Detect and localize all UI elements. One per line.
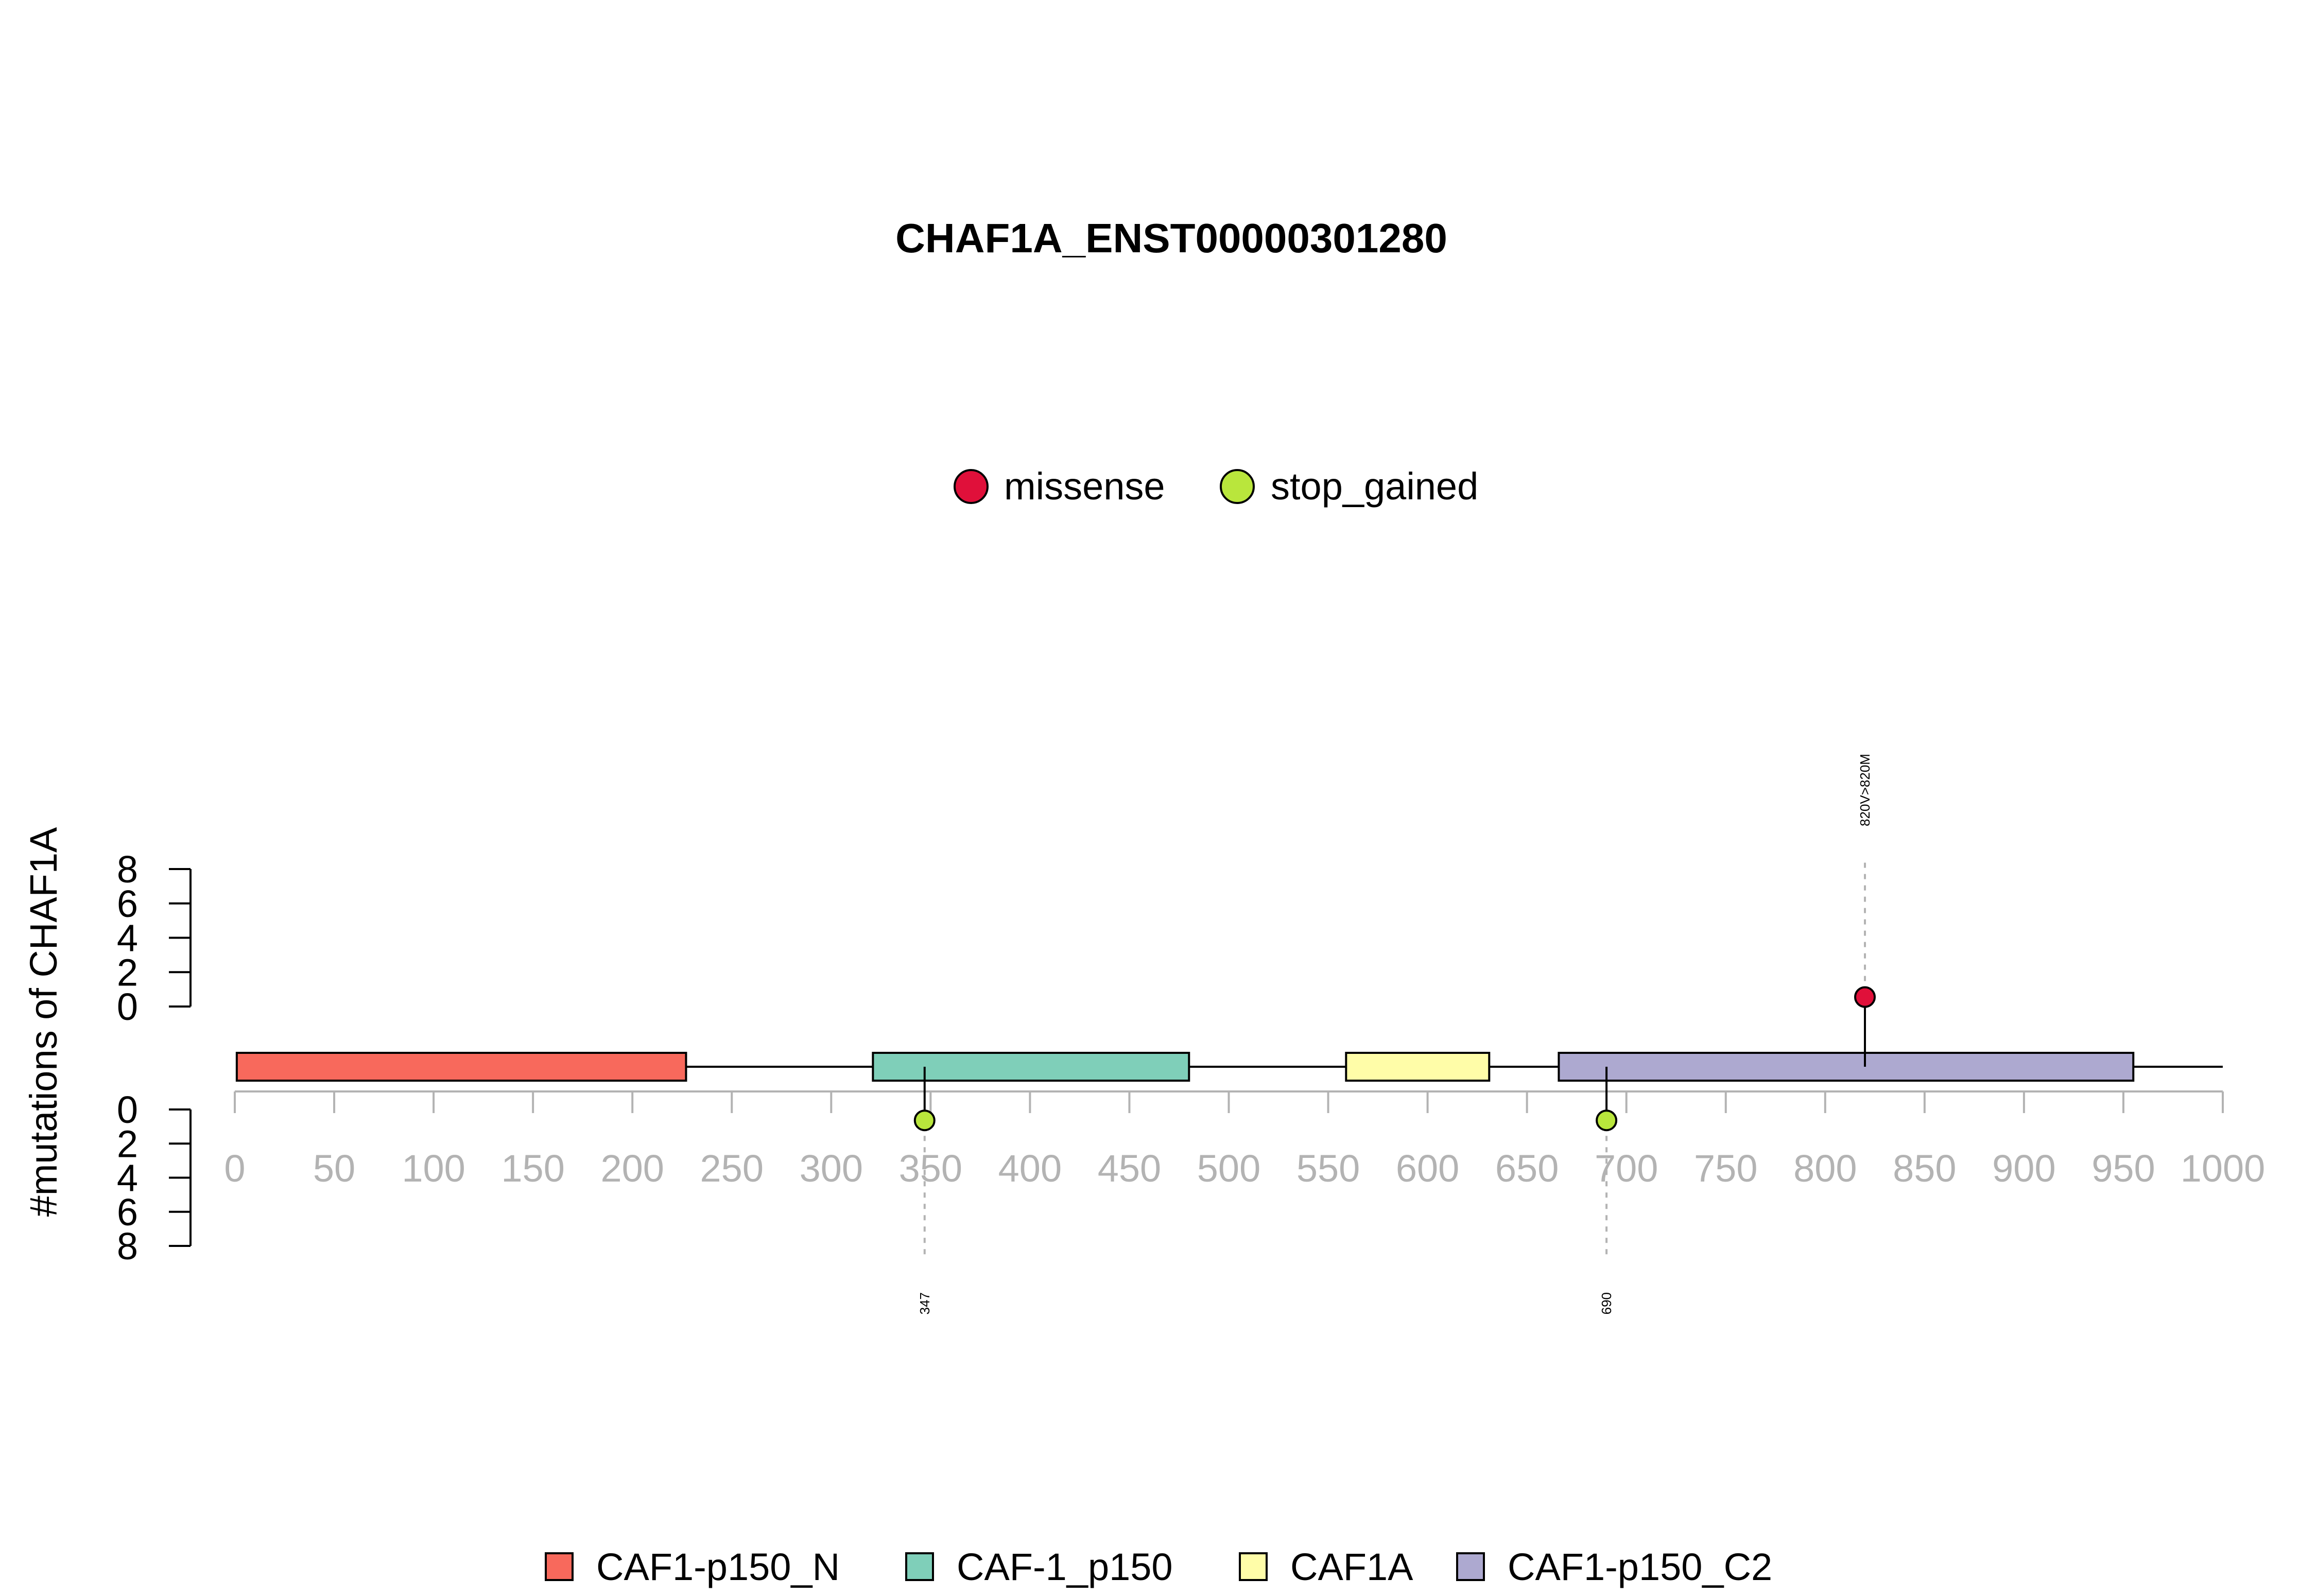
mutation-label: 690 bbox=[1599, 1292, 1614, 1314]
x-tick-label: 850 bbox=[1893, 1147, 1956, 1190]
x-tick-label: 800 bbox=[1793, 1147, 1857, 1190]
mutation-dot-stop_gained bbox=[1596, 1109, 1618, 1132]
mutation-dot-stop_gained bbox=[913, 1109, 936, 1132]
domain-CAF1-p150_N bbox=[235, 1052, 687, 1082]
x-tick-label: 1000 bbox=[2181, 1147, 2266, 1190]
x-tick-label: 200 bbox=[600, 1147, 664, 1190]
legend-label-missense: missense bbox=[1004, 465, 1165, 508]
y-tick-label-bottom: 8 bbox=[117, 1225, 138, 1268]
legend-dot-stop_gained bbox=[1220, 469, 1255, 504]
x-tick-label: 350 bbox=[899, 1147, 962, 1190]
mutation-label: 820V>820M bbox=[1857, 754, 1873, 826]
x-tick-label: 600 bbox=[1396, 1147, 1459, 1190]
mutation-dot-missense bbox=[1854, 986, 1876, 1008]
x-tick-label: 450 bbox=[1098, 1147, 1161, 1190]
x-tick-label: 100 bbox=[402, 1147, 465, 1190]
y-tick-label-bottom: 4 bbox=[117, 1157, 138, 1200]
x-tick-label: 50 bbox=[313, 1147, 355, 1190]
y-tick-label-top: 4 bbox=[117, 917, 138, 960]
y-tick-label-top: 6 bbox=[117, 882, 138, 925]
mutations: 820V>820M 347 690 bbox=[913, 754, 1876, 1314]
y-tick-label-bottom: 6 bbox=[117, 1191, 138, 1234]
y-tick-label-top: 0 bbox=[117, 985, 138, 1028]
domain-legend-label-CAF1-p150_N: CAF1-p150_N bbox=[596, 1546, 840, 1588]
x-tick-label: 300 bbox=[800, 1147, 863, 1190]
legend-label-stop_gained: stop_gained bbox=[1271, 465, 1478, 508]
x-tick-label: 500 bbox=[1197, 1147, 1260, 1190]
domain-CAF1-p150_C2 bbox=[1558, 1052, 2135, 1082]
x-tick-label: 950 bbox=[2091, 1147, 2155, 1190]
x-axis: 0 50 100 150 200 250 300 350 400 450 500 550 600 650 7… bbox=[224, 1090, 2266, 1190]
x-tick-label: 0 bbox=[224, 1147, 245, 1190]
domain-CAF1A bbox=[1345, 1052, 1491, 1082]
x-tick-label: 900 bbox=[1992, 1147, 2055, 1190]
y-tick-label-bottom: 0 bbox=[117, 1088, 138, 1131]
domain-CAF-1_p150 bbox=[872, 1052, 1190, 1082]
mutation-legend: missense stop_gained bbox=[954, 465, 1478, 508]
x-tick-label: 700 bbox=[1595, 1147, 1658, 1190]
x-tick-label: 550 bbox=[1296, 1147, 1360, 1190]
y-tick-label-bottom: 2 bbox=[117, 1122, 138, 1165]
domain-legend-label-CAF1-p150_C2: CAF1-p150_C2 bbox=[1508, 1546, 1772, 1588]
y-tick-label-top: 2 bbox=[117, 951, 138, 994]
legend-dot-missense bbox=[954, 469, 989, 504]
domain-legend-swatch-CAF1-p150_N bbox=[545, 1552, 574, 1581]
mutation-label: 347 bbox=[917, 1292, 932, 1314]
domain-legend-swatch-CAF1-p150_C2 bbox=[1456, 1552, 1485, 1581]
chart-title: CHAF1A_ENST00000301280 bbox=[895, 215, 1447, 261]
domains bbox=[235, 1052, 2135, 1082]
y-axis-label: #mutations of CHAF1A bbox=[22, 827, 65, 1217]
x-tick-label: 150 bbox=[501, 1147, 564, 1190]
domain-legend-label-CAF-1_p150: CAF-1_p150 bbox=[957, 1546, 1173, 1588]
x-tick-label: 750 bbox=[1694, 1147, 1757, 1190]
domain-legend-label-CAF1A: CAF1A bbox=[1290, 1546, 1413, 1588]
domain-legend-swatch-CAF-1_p150 bbox=[905, 1552, 934, 1581]
x-tick-label: 250 bbox=[700, 1147, 764, 1190]
domain-legend: CAF1-p150_N CAF-1_p150 CAF1A CAF1-p150_C2 bbox=[545, 1546, 1772, 1588]
x-tick-label: 400 bbox=[998, 1147, 1062, 1190]
y-tick-label-top: 8 bbox=[117, 848, 138, 891]
domain-legend-swatch-CAF1A bbox=[1239, 1552, 1268, 1581]
x-tick-label: 650 bbox=[1495, 1147, 1559, 1190]
